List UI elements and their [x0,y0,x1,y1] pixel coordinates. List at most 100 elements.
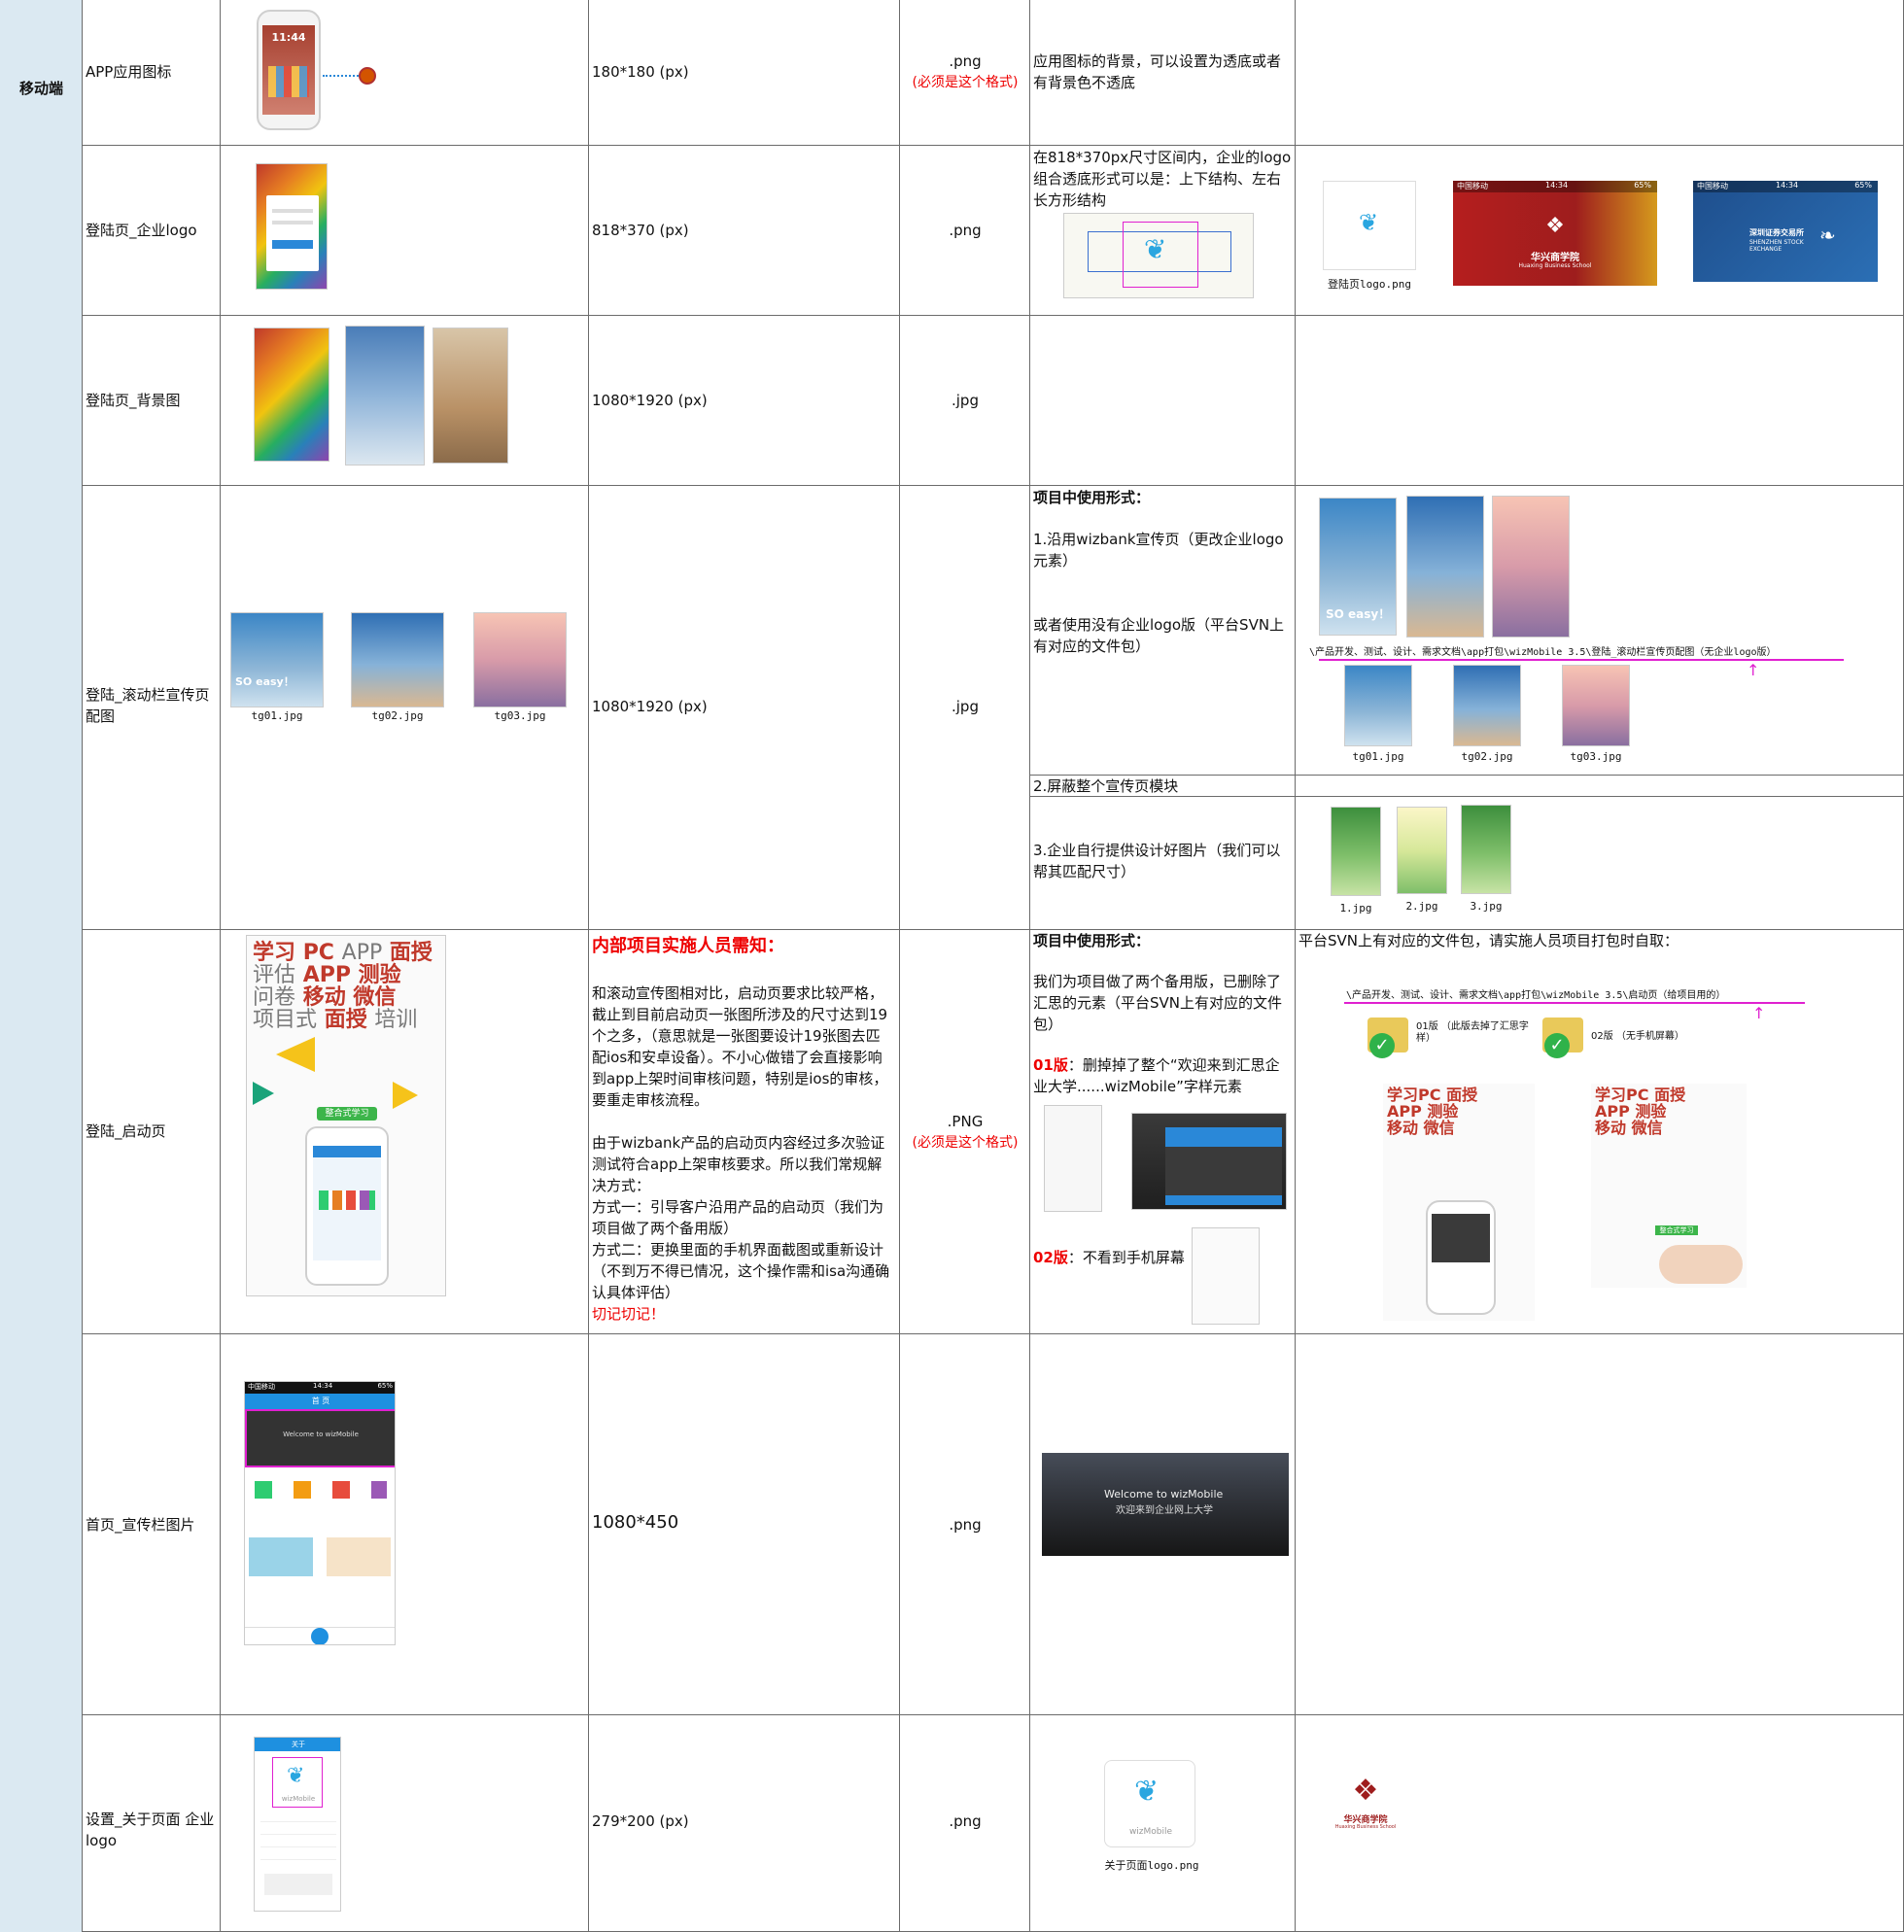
row-extra-cell [1296,316,1904,486]
row-notes-cell: ❦ wizMobile 关于页面logo.png [1030,1715,1296,1932]
promo-thumb-3 [473,612,567,707]
row-name-cell: 设置_关于页面 企业logo [83,1715,221,1932]
banner-example: Welcome to wizMobile 欢迎来到企业网上大学 [1042,1453,1289,1556]
custom-promo-1 [1331,807,1381,896]
row-size-cell: 1080*450 [589,1334,900,1715]
highlight-line [1319,659,1844,661]
row-extra-cell: ❦ 登陆页logo.png 中国移动 14:34 65% ❖ 华兴商学院 Hua… [1296,146,1904,316]
app-icons-grid [268,66,309,97]
blue-brand: 深圳证券交易所 [1749,228,1804,237]
brand-name: 华兴商学院 [1343,1815,1388,1825]
butterfly-logo-icon: ❦ [1144,233,1167,265]
row-svn-cell: 平台SVN上有对应的文件包，请实施人员项目打包时自取： \产品开发、测试、设计、… [1296,930,1904,1334]
folder-1-label[interactable]: 01版 （此版去掉了汇思字样） [1416,1021,1529,1044]
home-banner-highlight: Welcome to wizMobile [245,1409,395,1467]
usage-1-cell: 项目中使用形式： 1.沿用wizbank宣传页（更改企业logo元素） 或者使用… [1030,486,1296,776]
brand-logo-icon: ❖ [1352,1774,1379,1808]
folder-2-label[interactable]: 02版 （无手机屏幕） [1591,1031,1684,1042]
row-format: .jpg [952,698,979,715]
format-note: (必须是这个格式) [912,75,1019,90]
v02-text: ：不看到手机屏幕 [1067,1249,1185,1266]
row-name: 登陆_滚动栏宣传页配图 [86,686,210,725]
tab-bar [245,1627,395,1644]
usage-title: 项目中使用形式： [1033,932,1151,949]
nologo-file-3: tg03.jpg [1570,750,1622,763]
about-screenshot: 关于 ❦ wizMobile [254,1737,341,1912]
row-name: 登陆_启动页 [86,1122,166,1140]
custom-file-1: 1.jpg [1339,902,1372,914]
row-name-cell: APP应用图标 [83,0,221,146]
triangle-decor [276,1037,315,1072]
butterfly-logo-icon: ❦ [287,1764,305,1788]
check-icon: ✓ [1544,1033,1570,1058]
red-brand: 华兴商学院 [1531,253,1579,263]
row-example-cell [221,146,589,316]
row-name-cell: 登陆页_企业logo [83,146,221,316]
status-bar: 中国移动 14:34 65% [1693,181,1878,192]
bg-example-rainbow [254,328,329,462]
notice-p2: 由于wizbank产品的启动页内容经过多次验证测试符合app上架审核要求。所以我… [592,1134,885,1194]
row-usage-cell: 项目中使用形式： 我们为项目做了两个备用版，已删除了汇思的元素（平台SVN上有对… [1030,930,1296,1334]
status-time: 14:34 [313,1382,333,1390]
custom-file-2: 2.jpg [1405,900,1438,913]
splash-screen-example: 学习 PC APP 面授 评估 APP 测验 问卷 移动 微信 项目式 面授 培… [246,935,446,1296]
row-example-cell: 学习 PC APP 面授 评估 APP 测验 问卷 移动 微信 项目式 面授 培… [221,930,589,1334]
nologo-promo-1 [1344,665,1412,746]
row-extra-cell [1296,0,1904,146]
usage-title: 项目中使用形式： [1033,489,1151,506]
row-format-cell: .png [900,146,1030,316]
row-notice-cell: 内部项目实施人员需知： 和滚动宣传图相对比，启动页要求比较严格，截止到目前启动页… [589,930,900,1334]
notice-warn: 切记切记！ [592,1305,666,1323]
splash-phone [1426,1200,1496,1315]
course-card [249,1537,313,1576]
nologo-file-1: tg01.jpg [1352,750,1404,763]
row-size: 180*180 (px) [592,63,689,81]
svn-note: 平台SVN上有对应的文件包，请实施人员项目打包时自取： [1298,932,1679,949]
splash-phone [305,1126,389,1286]
status-carrier: 中国移动 [1457,182,1488,190]
row-format: .png [949,222,982,239]
row-example-cell: SO easy！ tg01.jpg tg02.jpg tg03.jpg [221,486,589,930]
folder-icon[interactable]: ✓ [1542,1018,1583,1058]
phone-mockup: 11:44 [257,10,321,130]
row-size: 818*370 (px) [592,222,689,239]
v01-phone-closeup [1131,1113,1287,1210]
wizbank-promo-3 [1492,496,1570,638]
logo-example: ❦ [1323,181,1416,270]
row-notes-cell [1030,316,1296,486]
row-size: 1080*1920 (px) [592,698,708,715]
triangle-decor [393,1082,418,1109]
notice-title: 内部项目实施人员需知： [592,936,784,956]
notice-method-1: 方式一：引导客户沿用产品的启动页（我们为项目做了两个备用版） [592,1198,884,1237]
row-name: 首页_宣传栏图片 [86,1516,195,1534]
usage-1: 1.沿用wizbank宣传页（更改企业logo元素） [1033,531,1284,569]
row-notes: 在818*370px尺寸区间内，企业的logo组合透底形式可以是：上下结构、左右… [1033,149,1292,209]
row-example-cell: 中国移动 14:34 65% 首 页 Welcome to wizMobile [221,1334,589,1715]
v01-thumb [1044,1105,1102,1212]
folder-icon[interactable]: ✓ [1367,1018,1408,1058]
row-size-cell: 279*200 (px) [589,1715,900,1932]
status-bar: 中国移动 14:34 65% [1453,181,1657,192]
section-column: 移动端 [0,0,83,1932]
butterfly-logo-icon: ❦ [1134,1775,1160,1809]
usage-p1: 我们为项目做了两个备用版，已删除了汇思的元素（平台SVN上有对应的文件包） [1033,973,1283,1033]
status-battery: 65% [1634,181,1651,190]
nologo-file-2: tg02.jpg [1461,750,1513,763]
butterfly-logo-icon: ❦ [1359,209,1379,236]
row-size-cell: 1080*1920 (px) [589,316,900,486]
row-name: 登陆页_企业logo [86,222,197,239]
promo-text: SO easy！ [1326,607,1391,621]
app-icon-sample [359,67,376,85]
promo-file-1: tg01.jpg [251,709,303,722]
banner-subtitle: 欢迎来到企业网上大学 [1116,1505,1213,1516]
about-info-rows [260,1821,336,1860]
nologo-promo-3 [1562,665,1630,746]
status-bar: 中国移动 14:34 65% [245,1382,395,1394]
row-format: .jpg [952,392,979,409]
v01-splash: 学习PC 面授 APP 测验 移动 微信 [1383,1084,1535,1321]
row-size: 1080*450 [592,1512,679,1533]
about-logo-example: ❦ wizMobile [1104,1760,1195,1847]
triangle-decor [253,1082,274,1105]
check-icon: ✓ [1369,1033,1395,1058]
